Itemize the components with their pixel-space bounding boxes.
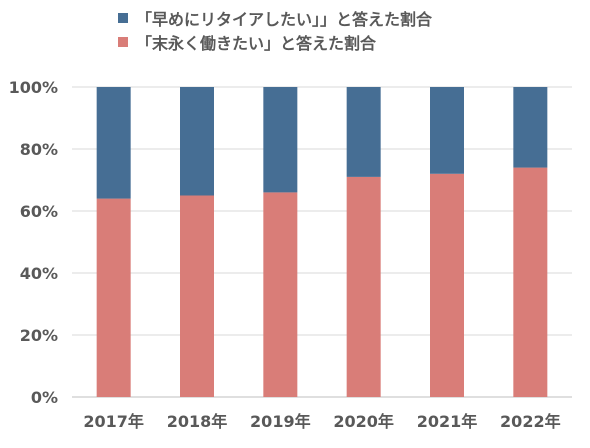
x-tick-label: 2021年 [417,412,478,431]
y-tick-label: 0% [31,388,58,407]
chart-legend: 「早めにリタイアしたい」」と答えた割合 「末永く働きたい」と答えた割合 [118,6,578,54]
bar-early-retire [513,87,548,168]
legend-swatch-early-retire [118,13,128,23]
x-tick-label: 2020年 [333,412,394,431]
legend-label-work-long: 「末永く働きたい」と答えた割合 [136,34,377,53]
y-axis-tick-labels: 0% 20% 40% 60% 80% 100% [9,78,58,407]
bar-work-long [346,176,381,397]
x-tick-label: 2022年 [500,412,561,431]
y-tick-label: 100% [9,78,58,97]
y-tick-label: 20% [20,326,58,345]
legend-label-early-retire: 「早めにリタイアしたい」」と答えた割合 [136,10,433,29]
bar-work-long [96,198,131,397]
bar-early-retire [263,87,298,193]
bar-early-retire [346,87,381,177]
bar-work-long [513,167,548,397]
bar-early-retire [180,87,214,196]
y-tick-label: 40% [20,264,58,283]
bar-work-long [430,173,464,397]
legend-item-early-retire: 「早めにリタイアしたい」」と答えた割合 [118,6,578,30]
bar-work-long [263,192,298,397]
x-axis-tick-labels: 2017年 2018年 2019年 2020年 2021年 2022年 [83,412,560,431]
x-tick-label: 2018年 [167,412,228,431]
gridlines [72,86,572,398]
bar-early-retire [96,87,131,199]
x-tick-label: 2019年 [250,412,311,431]
legend-item-work-long: 「末永く働きたい」と答えた割合 [118,30,578,54]
bar-early-retire [430,87,464,174]
y-tick-label: 60% [20,202,58,221]
y-tick-label: 80% [20,140,58,159]
legend-swatch-work-long [118,37,128,47]
x-tick-label: 2017年 [83,412,144,431]
bar-work-long [180,195,214,397]
bars [96,87,548,397]
